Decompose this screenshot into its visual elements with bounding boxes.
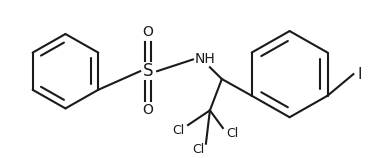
Text: I: I bbox=[357, 67, 361, 82]
Text: NH: NH bbox=[195, 52, 215, 67]
Text: O: O bbox=[143, 25, 154, 39]
Text: Cl: Cl bbox=[227, 127, 239, 140]
Text: O: O bbox=[143, 103, 154, 117]
Text: Cl: Cl bbox=[172, 125, 184, 137]
Text: Cl: Cl bbox=[192, 143, 204, 156]
Text: S: S bbox=[143, 62, 154, 80]
